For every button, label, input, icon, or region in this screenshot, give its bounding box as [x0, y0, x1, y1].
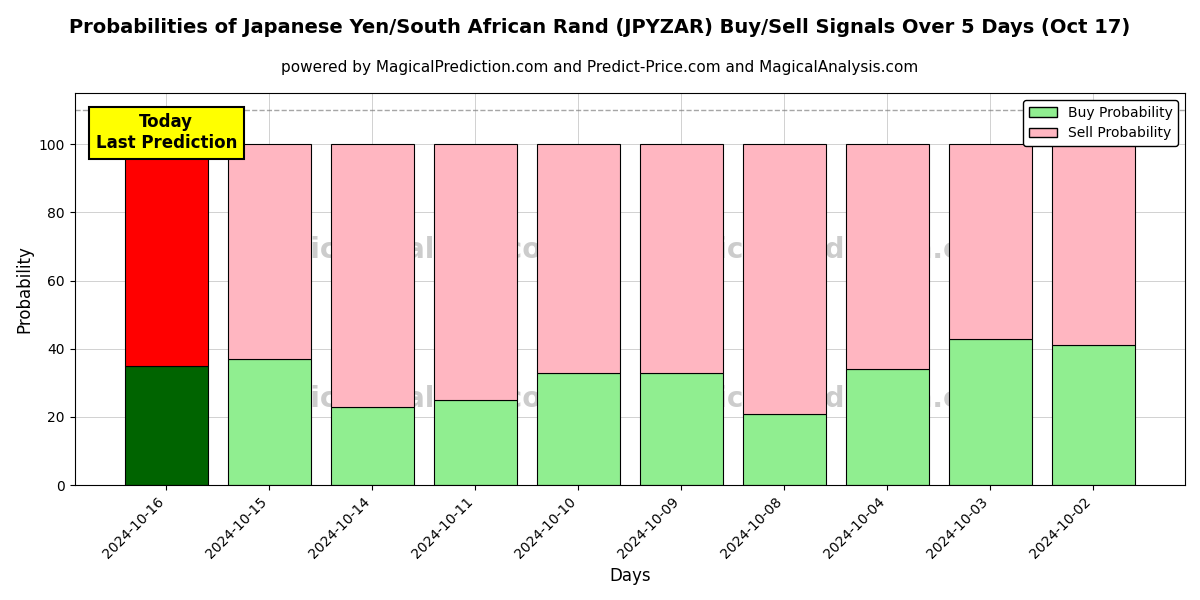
Bar [228, 144, 311, 359]
Bar [743, 413, 826, 485]
Bar [1052, 144, 1134, 346]
Bar [949, 144, 1032, 338]
Text: powered by MagicalPrediction.com and Predict-Price.com and MagicalAnalysis.com: powered by MagicalPrediction.com and Pre… [281, 60, 919, 75]
Legend: Buy Probability, Sell Probability: Buy Probability, Sell Probability [1024, 100, 1178, 146]
Text: MagicalPrediction.com: MagicalPrediction.com [652, 236, 1008, 264]
Bar [434, 400, 516, 485]
X-axis label: Days: Days [610, 567, 650, 585]
Bar [434, 144, 516, 400]
Bar [538, 144, 619, 373]
Bar [846, 144, 929, 369]
Bar [331, 407, 414, 485]
Bar [125, 366, 208, 485]
Y-axis label: Probability: Probability [16, 245, 34, 333]
Bar [125, 144, 208, 366]
Text: Probabilities of Japanese Yen/South African Rand (JPYZAR) Buy/Sell Signals Over : Probabilities of Japanese Yen/South Afri… [70, 18, 1130, 37]
Bar [331, 144, 414, 407]
Bar [1052, 346, 1134, 485]
Bar [538, 373, 619, 485]
Bar [640, 373, 722, 485]
Text: MagicalPrediction.com: MagicalPrediction.com [652, 385, 1008, 413]
Bar [640, 144, 722, 373]
Bar [949, 338, 1032, 485]
Bar [846, 369, 929, 485]
Text: MagicalAnalysis.com: MagicalAnalysis.com [245, 385, 571, 413]
Bar [743, 144, 826, 413]
Text: Today
Last Prediction: Today Last Prediction [96, 113, 238, 152]
Bar [228, 359, 311, 485]
Text: MagicalAnalysis.com: MagicalAnalysis.com [245, 236, 571, 264]
